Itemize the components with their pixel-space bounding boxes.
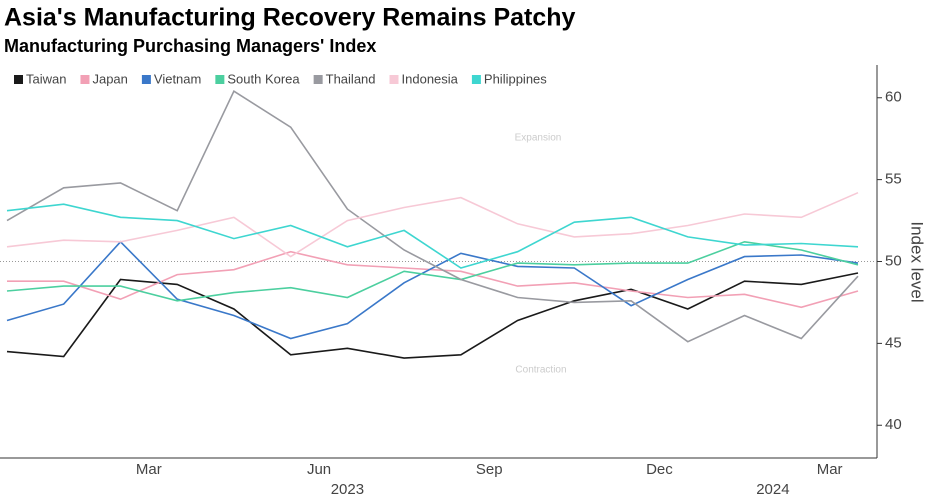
y-tick-label: 50: [885, 252, 902, 269]
legend-swatch: [14, 75, 23, 84]
year-label: 2023: [331, 481, 364, 498]
legend-label: South Korea: [227, 71, 300, 86]
legend-label: Vietnam: [154, 71, 201, 86]
y-tick-label: 60: [885, 89, 902, 106]
legend-swatch: [215, 75, 225, 84]
chart-title: Asia's Manufacturing Recovery Remains Pa…: [4, 4, 576, 32]
series-line: [6, 90, 859, 343]
x-tick-label: Dec: [646, 461, 673, 478]
legend-swatch: [80, 75, 90, 84]
series-line: [7, 250, 859, 309]
y-tick-label: 55: [885, 171, 902, 188]
x-tick-label: Mar: [136, 461, 162, 478]
legend-label: Taiwan: [26, 71, 66, 86]
year-label: 2024: [756, 481, 789, 498]
legend-swatch: [471, 75, 481, 84]
x-tick-label: Jun: [307, 461, 331, 478]
x-tick-label: Sep: [476, 461, 503, 478]
series-line: [6, 240, 859, 302]
legend-label: Japan: [92, 71, 127, 86]
y-tick-label: 45: [885, 334, 902, 351]
y-axis-label: Index level: [908, 221, 927, 302]
series-line: [6, 191, 859, 258]
y-tick-label: 40: [885, 416, 902, 433]
annotation: Contraction: [515, 365, 566, 376]
series-line: [6, 240, 859, 340]
legend-swatch: [389, 75, 399, 84]
series-line: [6, 272, 859, 359]
legend-swatch: [141, 75, 151, 84]
annotation: Expansion: [515, 133, 562, 144]
legend-label: Thailand: [326, 71, 376, 86]
series-line: [6, 203, 859, 269]
x-tick-label: Mar: [817, 461, 843, 478]
legend-label: Indonesia: [402, 71, 459, 86]
chart-subtitle: Manufacturing Purchasing Managers' Index: [4, 36, 376, 56]
legend-swatch: [313, 75, 323, 84]
legend-label: Philippines: [484, 71, 547, 86]
